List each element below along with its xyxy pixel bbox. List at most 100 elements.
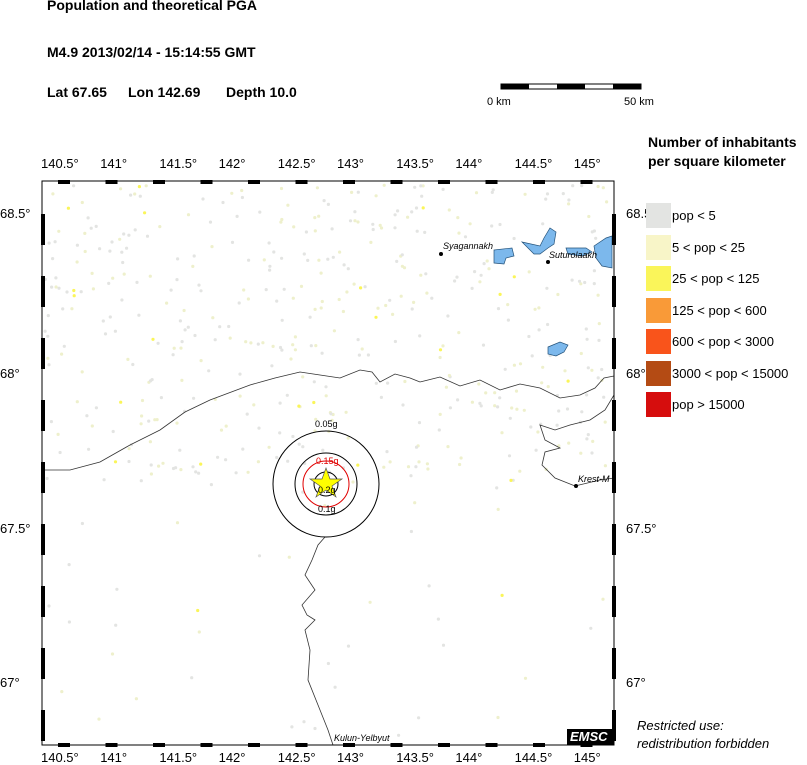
population-dot bbox=[275, 455, 279, 460]
population-dot bbox=[597, 322, 601, 326]
frame-dash bbox=[343, 180, 355, 184]
frame-dash bbox=[612, 214, 616, 245]
lon-tick-label: 141° bbox=[100, 750, 128, 765]
population-dot bbox=[240, 188, 244, 193]
population-dot bbox=[333, 685, 337, 689]
population-dot bbox=[278, 345, 283, 350]
frame-dash bbox=[200, 180, 213, 184]
population-dot bbox=[456, 216, 460, 220]
population-dot bbox=[90, 424, 94, 428]
population-dot bbox=[137, 185, 141, 189]
population-dot bbox=[127, 459, 131, 464]
population-dot bbox=[481, 343, 486, 347]
population-dot bbox=[246, 297, 250, 301]
population-dot bbox=[337, 297, 341, 302]
lon-tick-label: 142° bbox=[218, 156, 246, 171]
frame-dash bbox=[200, 743, 213, 747]
population-dot bbox=[199, 359, 203, 363]
population-dot bbox=[287, 555, 291, 559]
population-dot bbox=[541, 365, 545, 369]
population-dot bbox=[53, 240, 57, 244]
population-dot bbox=[279, 186, 284, 191]
population-dot bbox=[447, 373, 451, 378]
population-dot bbox=[285, 393, 289, 397]
population-dot bbox=[500, 431, 504, 435]
population-dot bbox=[338, 250, 342, 254]
population-dot bbox=[314, 344, 318, 348]
population-dot bbox=[419, 184, 423, 188]
population-dot bbox=[421, 206, 425, 210]
population-dot bbox=[537, 306, 541, 310]
population-dot bbox=[567, 198, 571, 202]
population-dot bbox=[378, 223, 382, 227]
population-dot bbox=[393, 339, 397, 344]
population-dot bbox=[395, 259, 399, 263]
population-dot bbox=[140, 398, 145, 403]
population-dot bbox=[345, 290, 349, 294]
population-dot bbox=[446, 314, 450, 318]
lat-tick-label: 68° bbox=[626, 366, 646, 381]
population-dot bbox=[319, 271, 323, 275]
population-dot bbox=[415, 229, 419, 233]
population-dot bbox=[75, 243, 79, 247]
population-dot bbox=[414, 465, 418, 469]
population-dot bbox=[180, 340, 184, 344]
population-dot bbox=[410, 307, 414, 311]
legend-label: pop > 15000 bbox=[672, 397, 745, 412]
population-dot bbox=[178, 319, 182, 323]
population-dot bbox=[518, 362, 523, 366]
coastline bbox=[42, 369, 615, 746]
population-dot bbox=[297, 404, 301, 408]
population-dot bbox=[120, 250, 124, 254]
place-label: Krest-M bbox=[578, 474, 610, 484]
population-dot bbox=[227, 324, 231, 329]
legend-label: 600 < pop < 3000 bbox=[672, 334, 774, 349]
population-dot bbox=[67, 563, 71, 567]
population-dot bbox=[580, 410, 584, 414]
frame-dash bbox=[485, 743, 498, 747]
population-dot bbox=[356, 463, 360, 467]
population-dot bbox=[201, 197, 205, 201]
population-dot bbox=[319, 306, 323, 310]
population-dot bbox=[118, 237, 122, 241]
frame-dash bbox=[343, 743, 355, 747]
population-dot bbox=[135, 280, 139, 284]
lat-tick-label: 67.5° bbox=[0, 521, 31, 536]
population-dot bbox=[320, 299, 324, 304]
population-dot bbox=[196, 608, 200, 613]
lon-tick-label: 141.5° bbox=[159, 156, 198, 171]
population-dot bbox=[148, 274, 152, 278]
population-dot bbox=[122, 272, 126, 276]
frame-dash bbox=[612, 586, 616, 617]
frame-dash bbox=[41, 276, 45, 307]
population-dot bbox=[216, 455, 220, 459]
population-dot bbox=[98, 247, 102, 251]
frame-dash bbox=[485, 180, 498, 184]
frame-dash bbox=[41, 586, 45, 617]
place-markers bbox=[439, 252, 578, 488]
pga-label: 0.05g bbox=[315, 419, 338, 429]
frame-dash bbox=[41, 524, 45, 555]
population-dot bbox=[282, 287, 286, 291]
population-dot bbox=[238, 372, 242, 376]
population-dot bbox=[70, 307, 74, 311]
population-dot bbox=[148, 440, 152, 444]
population-dot bbox=[346, 436, 350, 440]
population-dot bbox=[596, 376, 600, 380]
population-dot bbox=[417, 421, 422, 425]
legend-swatch bbox=[646, 392, 671, 417]
lon-tick-label: 143° bbox=[337, 750, 364, 765]
lon-tick-label: 142.5° bbox=[277, 750, 316, 765]
population-dot bbox=[356, 338, 360, 342]
population-dot bbox=[577, 279, 582, 283]
population-dot bbox=[54, 276, 58, 280]
population-dot bbox=[113, 329, 117, 333]
population-dot bbox=[401, 403, 405, 407]
population-dot bbox=[176, 257, 180, 261]
population-dot bbox=[148, 379, 153, 383]
population-dot bbox=[493, 391, 497, 395]
population-dot bbox=[537, 328, 541, 332]
population-dot bbox=[245, 412, 249, 416]
population-dot bbox=[107, 281, 111, 285]
population-dot bbox=[425, 462, 429, 466]
